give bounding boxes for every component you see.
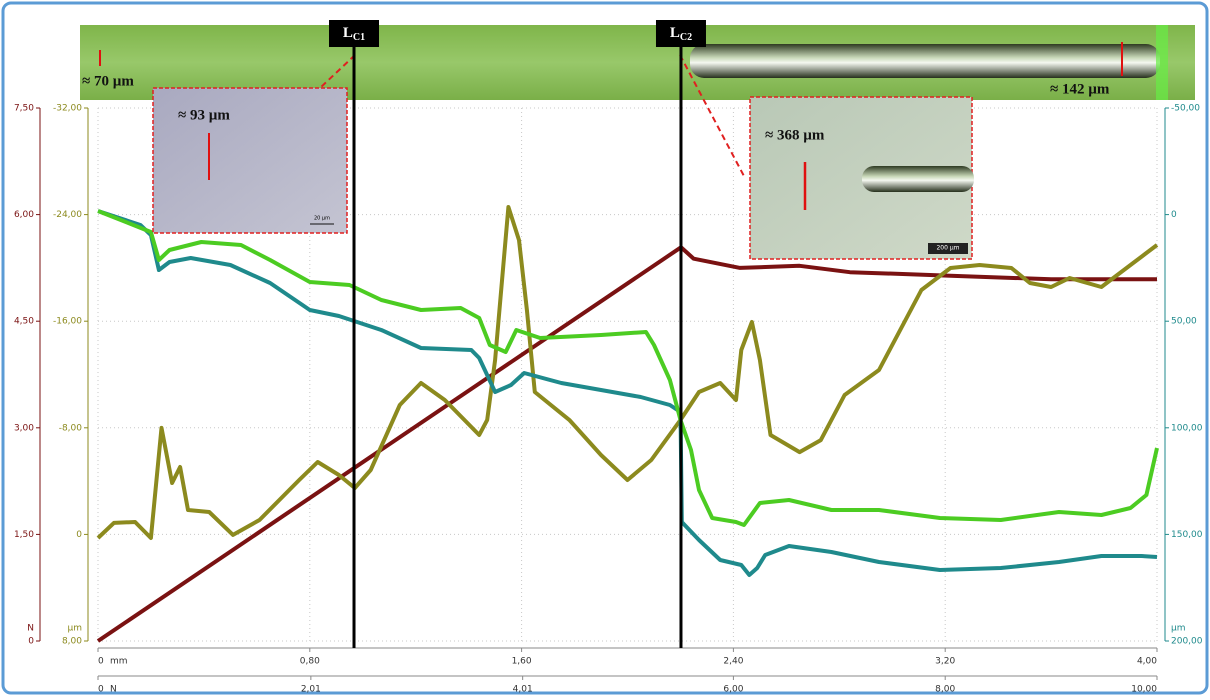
label-sub: C2 — [680, 32, 692, 43]
y-tick-label: -50,00 — [1171, 104, 1200, 114]
axis-unit: N — [27, 624, 34, 634]
annotation: ≈ 142 µm — [1050, 81, 1110, 97]
x-tick-label: 10,00 — [1131, 685, 1157, 695]
x-tick-label: 0 — [98, 685, 104, 695]
y-tick-label: 0 — [1171, 210, 1177, 220]
scale-bar-label: 20 µm — [314, 216, 330, 222]
plot-area: 0 1,50 3,00 4,50 6,00 7,50 N 8,00 0 -8,00 -16,00 -2… — [14, 104, 1203, 695]
y-tick-label: 100,00 — [1171, 423, 1203, 433]
x-tick-label: 4,00 — [1137, 657, 1157, 667]
x-tick-label: 3,20 — [935, 657, 955, 667]
x-tick-label: 0 — [98, 657, 104, 667]
pointer — [679, 54, 746, 179]
pointer — [319, 54, 356, 89]
y-tick-label: -16,00 — [53, 317, 82, 327]
label-main: L — [343, 25, 353, 41]
y-tick-label: 8,00 — [62, 637, 82, 647]
y-tick-label: -32,00 — [53, 104, 82, 114]
y-tick-label: 3,00 — [14, 423, 34, 433]
annotation: ≈ 70 µm — [82, 73, 134, 89]
y-tick-label: 50,00 — [1171, 317, 1197, 327]
y-tick-label: 7,50 — [14, 104, 34, 114]
data-line — [97, 209, 1159, 527]
y-tick-label: 1,50 — [14, 530, 34, 540]
y-tick-label: 150,00 — [1171, 530, 1203, 540]
axis-unit: µm — [1171, 624, 1186, 634]
x-tick-label: 8,00 — [935, 685, 955, 695]
annotation: ≈ 93 µm — [178, 107, 230, 123]
x-tick-label: 2,01 — [301, 685, 321, 695]
critical-label-box — [655, 20, 706, 47]
axis-unit: mm — [110, 657, 128, 667]
axis-unit: N — [110, 685, 117, 695]
critical-label: LC1 — [343, 25, 365, 43]
markers: LC1 LC2 — [329, 20, 706, 648]
axis-unit: µm — [68, 624, 83, 634]
data-line — [96, 245, 1157, 643]
inset-right: ≈ 368 µm 200 µm — [749, 96, 974, 260]
micrograph-strip: ≈ 70 µm ≈ 142 µm — [80, 25, 1195, 100]
annotation: ≈ 368 µm — [765, 127, 825, 143]
x-tick-label: 2,40 — [723, 657, 743, 667]
x-tick-label: 1,60 — [512, 657, 532, 667]
label-main: L — [670, 25, 680, 41]
y-tick-label: 6,00 — [14, 210, 34, 220]
y-tick-label: -24,00 — [53, 210, 82, 220]
x-tick-label: 0,80 — [300, 657, 320, 667]
critical-label: LC2 — [670, 25, 692, 43]
x-tick-label: 4,01 — [513, 685, 533, 695]
critical-label-box — [329, 20, 380, 47]
y-tick-label: 0 — [28, 637, 34, 647]
data-line — [97, 209, 1158, 577]
y-tick-label: 200,00 — [1171, 637, 1203, 647]
data-line — [96, 205, 1159, 540]
y-tick-label: -8,00 — [59, 423, 83, 433]
y-tick-label: 0 — [76, 530, 82, 540]
label-sub: C1 — [353, 32, 365, 43]
x-tick-label: 6,00 — [723, 685, 743, 695]
y-tick-label: 4,50 — [14, 317, 34, 327]
scale-bar-label: 200 µm — [936, 245, 959, 252]
inset-left: ≈ 93 µm 20 µm — [152, 87, 348, 234]
